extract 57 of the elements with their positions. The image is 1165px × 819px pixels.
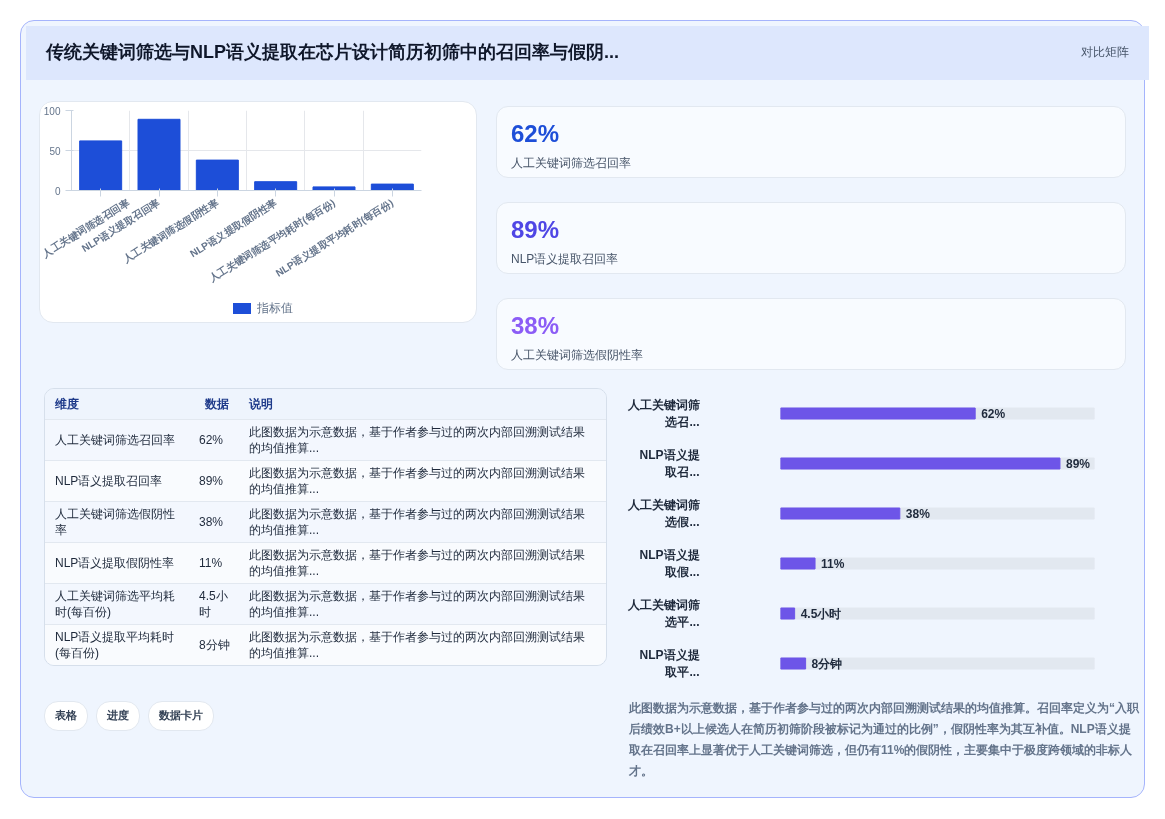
text: 数据卡片	[148, 701, 214, 731]
text: 62%	[199, 433, 224, 447]
bar	[780, 657, 807, 670]
text: 38%	[199, 515, 224, 529]
category-label: 人工关键词筛选召...	[627, 398, 700, 429]
bar	[780, 557, 816, 570]
legend-label: 指标值	[256, 300, 293, 317]
text: 62%	[511, 119, 561, 149]
bar	[780, 607, 796, 620]
category-label: NLP语义提取召...	[639, 448, 700, 479]
category-label: 人工关键词筛选假...	[627, 498, 700, 529]
text: 此图数据为示意数据，基于作者参与过的两次内部回溯测试结果的均值推算...	[248, 588, 586, 621]
data-label: 89%	[1065, 456, 1091, 471]
category-label: 人工关键词筛选平...	[627, 598, 700, 629]
text: 人工关键词筛选假阴性率	[511, 347, 644, 365]
data-label: 62%	[981, 406, 1006, 421]
text: 表格	[44, 701, 88, 731]
category-label: NLP语义提取召回率	[54, 473, 164, 490]
text: 说明	[248, 396, 274, 413]
text: 进度	[96, 701, 140, 731]
bar	[79, 140, 123, 191]
bar	[137, 118, 181, 191]
category-label: 人工关键词筛选平均耗时(每百份)	[54, 588, 176, 621]
text: 89%	[511, 215, 561, 245]
text: 11%	[199, 556, 223, 570]
text: 此图数据为示意数据，基于作者参与过的两次内部回溯测试结果的均值推算...	[248, 547, 586, 580]
text: 此图数据为示意数据，基于作者参与过的两次内部回溯测试结果的均值推算...	[248, 424, 586, 457]
text: 对比矩阵	[1081, 44, 1129, 62]
text: 此图数据为示意数据，基于作者参与过的两次内部回溯测试结果的均值推算...	[248, 465, 586, 498]
category-label: 人工关键词筛选假阴性率	[54, 506, 176, 539]
text: 此图数据为示意数据，基于作者参与过的两次内部回溯测试结果的均值推算...	[248, 506, 586, 539]
text: 4.5小时	[199, 589, 228, 619]
bar	[254, 181, 298, 191]
category-label: NLP语义提取假阴性率	[54, 555, 176, 572]
text: 人工关键词筛选召回率	[511, 155, 632, 173]
category-label: 人工关键词筛选召回率	[54, 432, 176, 449]
category-label: NLP语义提取平...	[639, 648, 700, 679]
category-label: NLP语义提取平均耗时(每百份)	[54, 629, 176, 662]
text: 此图数据为示意数据，基于作者参与过的两次内部回溯测试结果的均值推算...	[248, 629, 586, 662]
text: 89%	[199, 474, 224, 488]
y-tick-label: 0	[54, 185, 61, 197]
data-label: 38%	[905, 506, 931, 521]
category-label: NLP语义提取假...	[639, 548, 700, 579]
text: 8分钟	[199, 638, 230, 652]
y-tick-label: 100	[43, 105, 61, 117]
data-label: 11%	[821, 556, 845, 571]
y-tick-label: 50	[49, 145, 61, 157]
text: 38%	[511, 311, 561, 341]
text: 传统关键词筛选与NLP语义提取在芯片设计简历初筛中的召回率与假阴...	[46, 41, 620, 65]
bar	[195, 159, 239, 191]
text: 维度	[54, 396, 80, 413]
data-label: 4.5小时	[800, 606, 842, 621]
bar	[312, 186, 356, 191]
text: 此图数据为示意数据，基于作者参与过的两次内部回溯测试结果的均值推算。召回率定义为“入职后绩效B+以上候选人在简历初筛阶段被标记为通过的比例”，假阴性率为其互补值。NLP语义提取在召回率上显著优于人工关键词筛选，但仍有11%的假阴性，主要集中于极度跨领域的非标人才。	[629, 700, 1139, 780]
data-label: 8分钟	[811, 656, 843, 671]
bar	[370, 183, 414, 191]
text: 数据	[204, 396, 230, 413]
